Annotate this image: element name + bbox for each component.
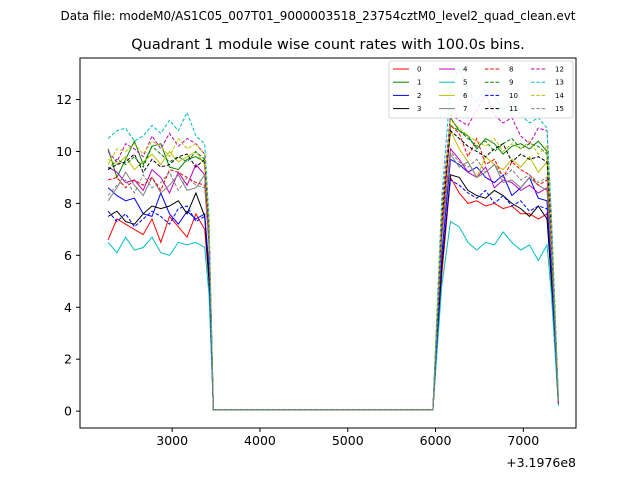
legend-label-11: 11 — [509, 105, 518, 113]
figure-suptitle: Data file: modeM0/AS1C05_007T01_90000035… — [60, 9, 575, 23]
y-tick-label-0: 0 — [64, 404, 72, 419]
plot-frame — [79, 57, 577, 429]
legend-label-15: 15 — [555, 105, 564, 113]
legend-label-10: 10 — [509, 92, 518, 100]
legend-label-2: 2 — [417, 92, 421, 100]
legend-label-8: 8 — [509, 66, 513, 74]
x-offset-label: +3.1976e8 — [506, 455, 576, 470]
legend-label-6: 6 — [463, 92, 468, 100]
legend-label-13: 13 — [555, 79, 564, 87]
y-tick-label-8: 8 — [64, 196, 72, 211]
y-tick-label-10: 10 — [56, 144, 72, 159]
x-tick-label-5000: 5000 — [332, 433, 364, 448]
legend-label-0: 0 — [417, 66, 421, 74]
y-tick-label-4: 4 — [64, 300, 72, 315]
legend-box — [388, 60, 574, 119]
legend-label-12: 12 — [555, 66, 564, 74]
legend-label-9: 9 — [509, 79, 513, 87]
x-tick-label-4000: 4000 — [244, 433, 276, 448]
x-tick-label-3000: 3000 — [156, 433, 188, 448]
x-tick-label-7000: 7000 — [507, 433, 539, 448]
y-tick-label-2: 2 — [64, 352, 72, 367]
legend-label-1: 1 — [417, 79, 421, 87]
y-tick-label-12: 12 — [56, 92, 72, 107]
series-line-15 — [107, 150, 559, 411]
legend-label-5: 5 — [463, 79, 467, 87]
legend-label-7: 7 — [463, 105, 467, 113]
legend-label-4: 4 — [463, 66, 468, 74]
chart-title: Quadrant 1 module wise count rates with … — [131, 37, 525, 53]
series-layer — [107, 67, 559, 411]
ticks-layer: 3000 4000 5000 6000 7000 0 2 4 6 8 10 12 — [56, 92, 539, 448]
series-line-10 — [107, 179, 559, 411]
series-line-12 — [107, 93, 559, 411]
series-line-14 — [107, 119, 559, 411]
legend-label-3: 3 — [417, 105, 421, 113]
y-tick-label-6: 6 — [64, 248, 72, 263]
legend-label-14: 14 — [555, 92, 564, 100]
x-tick-label-6000: 6000 — [420, 433, 452, 448]
